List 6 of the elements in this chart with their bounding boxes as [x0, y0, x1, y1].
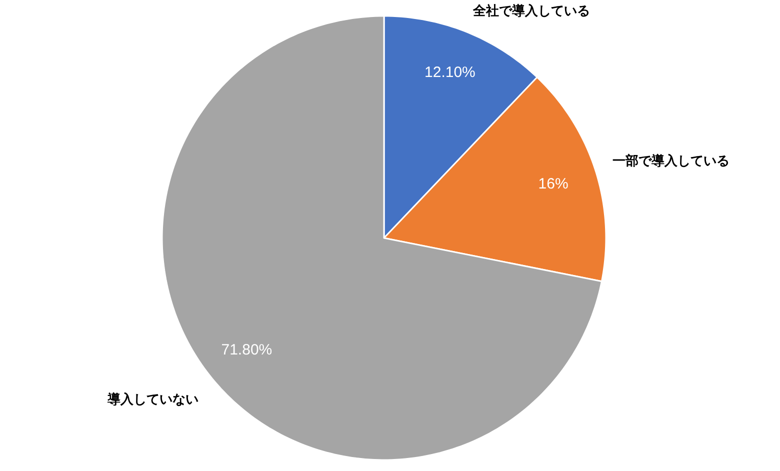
- data-label: 16%: [538, 175, 568, 192]
- data-label: 71.80%: [221, 342, 272, 359]
- slice-label: 全社で導入している: [472, 2, 590, 19]
- data-label: 12.10%: [424, 64, 476, 82]
- slice-label: 一部で導入している: [612, 153, 730, 170]
- slice-label: 導入していない: [106, 392, 199, 408]
